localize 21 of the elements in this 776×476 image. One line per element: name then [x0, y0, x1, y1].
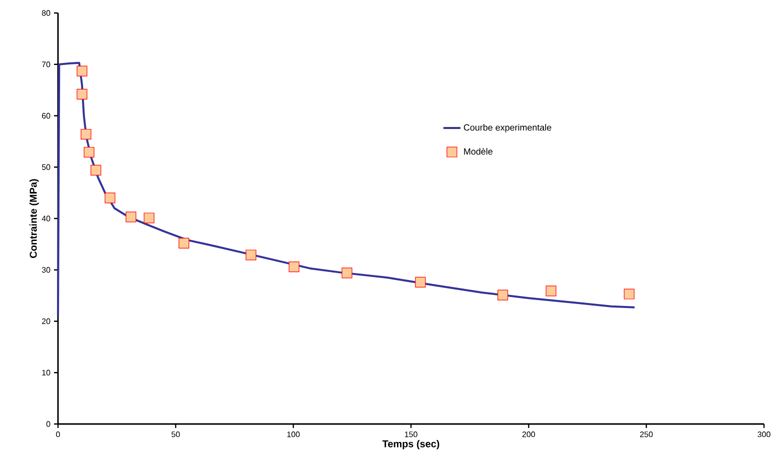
- point: [126, 212, 136, 222]
- point: [84, 146, 94, 158]
- point: [546, 286, 556, 296]
- point: [342, 268, 352, 278]
- point: [178, 238, 190, 248]
- point: [80, 128, 92, 140]
- line-series: [57, 62, 636, 318]
- point: [246, 250, 256, 260]
- point: [90, 164, 102, 176]
- legend-label: Courbe experimentale: [464, 124, 552, 132]
- point: [498, 290, 508, 300]
- point: [76, 66, 88, 76]
- legend-label: Modèle: [464, 148, 492, 155]
- x-axis-title: Temps (sec): [382, 440, 440, 450]
- point: [104, 192, 116, 204]
- point: [288, 262, 300, 272]
- point: [144, 212, 154, 224]
- point: [624, 288, 634, 300]
- point: [76, 88, 88, 100]
- point: [415, 276, 426, 288]
- y-axis-title: Contrainte (MPa): [29, 179, 39, 258]
